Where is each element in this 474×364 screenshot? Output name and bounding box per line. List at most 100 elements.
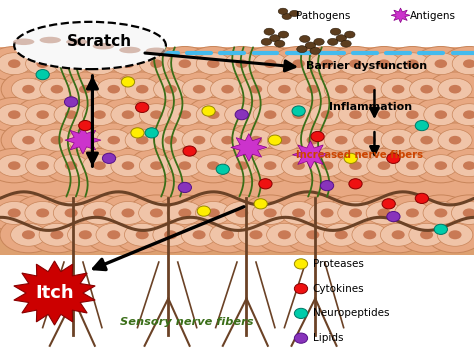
Ellipse shape: [1, 123, 56, 157]
Ellipse shape: [111, 155, 145, 177]
Circle shape: [145, 128, 158, 138]
Ellipse shape: [324, 129, 358, 151]
Ellipse shape: [282, 155, 316, 177]
Ellipse shape: [297, 46, 307, 52]
Ellipse shape: [256, 217, 313, 253]
Ellipse shape: [26, 104, 60, 126]
Ellipse shape: [380, 223, 416, 246]
Ellipse shape: [299, 195, 356, 231]
Ellipse shape: [441, 195, 474, 231]
Ellipse shape: [86, 123, 141, 157]
Ellipse shape: [336, 35, 346, 41]
Ellipse shape: [182, 78, 216, 100]
Ellipse shape: [207, 209, 220, 217]
Ellipse shape: [451, 201, 474, 224]
Ellipse shape: [307, 85, 319, 94]
Ellipse shape: [44, 47, 99, 81]
Ellipse shape: [122, 161, 134, 170]
Ellipse shape: [356, 149, 411, 183]
Ellipse shape: [195, 201, 231, 224]
Ellipse shape: [449, 85, 461, 94]
Text: Antigens: Antigens: [410, 11, 456, 21]
Ellipse shape: [36, 161, 49, 170]
Ellipse shape: [72, 149, 127, 183]
Bar: [0, 47, 474, 197]
Ellipse shape: [97, 78, 131, 100]
Ellipse shape: [321, 59, 333, 68]
Ellipse shape: [285, 123, 340, 157]
Ellipse shape: [423, 201, 459, 224]
Circle shape: [235, 110, 248, 120]
Ellipse shape: [193, 136, 205, 145]
Ellipse shape: [207, 59, 219, 68]
Ellipse shape: [392, 85, 404, 94]
Ellipse shape: [292, 161, 305, 170]
Ellipse shape: [128, 195, 185, 231]
Ellipse shape: [121, 209, 135, 217]
Ellipse shape: [271, 47, 326, 81]
Ellipse shape: [108, 85, 120, 94]
Ellipse shape: [15, 98, 70, 132]
Ellipse shape: [171, 217, 228, 253]
Ellipse shape: [14, 22, 166, 69]
Ellipse shape: [1, 72, 56, 106]
Ellipse shape: [68, 78, 102, 100]
Ellipse shape: [292, 209, 305, 217]
Text: Increased nerve fibers: Increased nerve fibers: [296, 150, 423, 160]
Ellipse shape: [442, 98, 474, 132]
Ellipse shape: [310, 155, 344, 177]
Ellipse shape: [300, 98, 355, 132]
Ellipse shape: [330, 28, 341, 35]
Ellipse shape: [40, 129, 74, 151]
Ellipse shape: [125, 78, 159, 100]
Ellipse shape: [8, 110, 20, 119]
Polygon shape: [231, 134, 267, 161]
Ellipse shape: [58, 123, 113, 157]
Circle shape: [415, 193, 428, 203]
Circle shape: [102, 153, 116, 163]
Ellipse shape: [164, 85, 177, 94]
Ellipse shape: [428, 123, 474, 157]
Ellipse shape: [122, 110, 134, 119]
Ellipse shape: [108, 136, 120, 145]
Ellipse shape: [146, 48, 167, 54]
Ellipse shape: [320, 209, 334, 217]
Text: Scratch: Scratch: [67, 34, 132, 50]
Ellipse shape: [381, 129, 415, 151]
Ellipse shape: [463, 161, 474, 170]
Ellipse shape: [196, 104, 230, 126]
Ellipse shape: [68, 129, 102, 151]
Circle shape: [415, 120, 428, 131]
Ellipse shape: [300, 149, 355, 183]
Circle shape: [183, 146, 196, 156]
Ellipse shape: [72, 98, 127, 132]
Ellipse shape: [335, 230, 348, 239]
Ellipse shape: [349, 161, 362, 170]
Ellipse shape: [385, 98, 440, 132]
Ellipse shape: [236, 59, 248, 68]
Ellipse shape: [15, 149, 70, 183]
Ellipse shape: [264, 161, 276, 170]
Ellipse shape: [442, 47, 474, 81]
Ellipse shape: [392, 136, 404, 145]
Ellipse shape: [172, 123, 227, 157]
Circle shape: [254, 199, 267, 209]
Ellipse shape: [270, 195, 327, 231]
Ellipse shape: [367, 104, 401, 126]
Ellipse shape: [438, 78, 472, 100]
Ellipse shape: [8, 59, 20, 68]
Ellipse shape: [264, 59, 276, 68]
Ellipse shape: [210, 223, 246, 246]
Ellipse shape: [406, 161, 419, 170]
Ellipse shape: [96, 223, 131, 246]
Ellipse shape: [119, 47, 140, 53]
Ellipse shape: [93, 209, 106, 217]
Ellipse shape: [65, 110, 77, 119]
Ellipse shape: [186, 98, 241, 132]
Ellipse shape: [196, 53, 230, 75]
Ellipse shape: [424, 53, 458, 75]
Ellipse shape: [438, 129, 472, 151]
Ellipse shape: [0, 155, 31, 177]
Ellipse shape: [367, 155, 401, 177]
Ellipse shape: [93, 161, 106, 170]
